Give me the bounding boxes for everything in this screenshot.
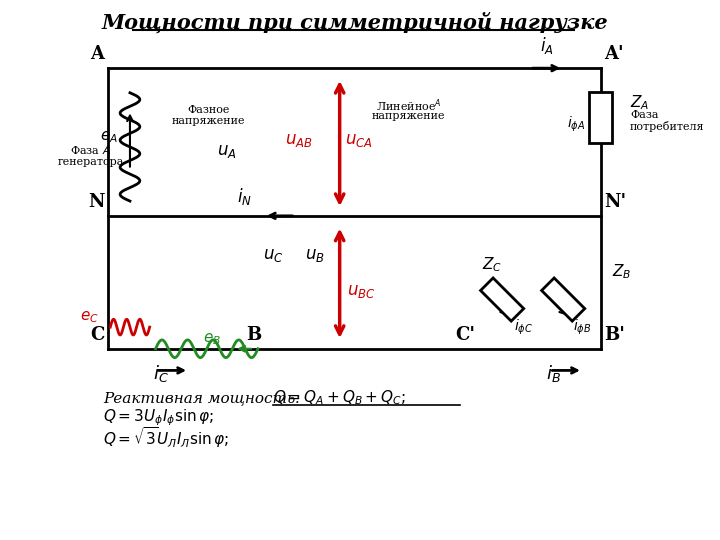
Text: $u_C$: $u_C$ bbox=[263, 247, 284, 264]
Text: напряжение: напряжение bbox=[172, 116, 246, 126]
Text: $i_{\phi C}$: $i_{\phi C}$ bbox=[514, 318, 533, 337]
Text: N: N bbox=[88, 193, 104, 211]
Text: $u_{BC}$: $u_{BC}$ bbox=[346, 283, 375, 300]
Text: $i_A$: $i_A$ bbox=[539, 35, 554, 56]
Text: B': B' bbox=[605, 326, 626, 344]
Text: генератора: генератора bbox=[58, 157, 124, 167]
Text: $Z_A$: $Z_A$ bbox=[630, 93, 649, 112]
Text: потребителя: потребителя bbox=[630, 121, 705, 132]
Text: C': C' bbox=[455, 326, 475, 344]
Text: $Q = \sqrt{3}U_Л I_Л \sin\varphi;$: $Q = \sqrt{3}U_Л I_Л \sin\varphi;$ bbox=[104, 425, 230, 450]
Bar bbox=[480, 278, 523, 321]
Text: $e_C$: $e_C$ bbox=[80, 309, 99, 325]
Text: $i_N$: $i_N$ bbox=[237, 186, 252, 207]
Text: C: C bbox=[90, 326, 104, 344]
Text: $i_C$: $i_C$ bbox=[153, 363, 168, 384]
Text: $Z_C$: $Z_C$ bbox=[482, 256, 503, 274]
Bar bbox=[589, 92, 613, 143]
Text: $e_A$: $e_A$ bbox=[100, 129, 118, 145]
Text: $u_{CA}$: $u_{CA}$ bbox=[345, 132, 372, 148]
Text: $Z_B$: $Z_B$ bbox=[613, 262, 632, 281]
Text: Фаза $A$: Фаза $A$ bbox=[70, 144, 111, 156]
Bar bbox=[541, 278, 585, 321]
Text: Мощности при симметричной нагрузке: Мощности при симметричной нагрузке bbox=[101, 11, 608, 32]
Text: A': A' bbox=[605, 45, 624, 63]
Text: напряжение: напряжение bbox=[372, 111, 446, 122]
Text: $u_A$: $u_A$ bbox=[217, 143, 236, 160]
Text: $u_{AB}$: $u_{AB}$ bbox=[285, 132, 313, 148]
Text: $i_B$: $i_B$ bbox=[546, 363, 562, 384]
Text: Линейное$^A$: Линейное$^A$ bbox=[376, 97, 441, 114]
Text: Фазное: Фазное bbox=[187, 105, 230, 116]
Text: $e_B$: $e_B$ bbox=[202, 331, 221, 347]
Text: $u_B$: $u_B$ bbox=[305, 247, 325, 264]
Text: $Q = Q_A + Q_B + Q_C;$: $Q = Q_A + Q_B + Q_C;$ bbox=[273, 389, 405, 407]
Text: $Q = 3U_\phi I_\phi \sin\varphi;$: $Q = 3U_\phi I_\phi \sin\varphi;$ bbox=[104, 407, 215, 428]
Text: B: B bbox=[246, 326, 261, 344]
Text: A: A bbox=[91, 45, 104, 63]
Text: $i_{\phi A}$: $i_{\phi A}$ bbox=[567, 114, 585, 134]
Text: N': N' bbox=[605, 193, 626, 211]
Text: Реактивная мощность:: Реактивная мощность: bbox=[104, 391, 301, 405]
Text: Фаза: Фаза bbox=[630, 110, 659, 120]
Text: $i_{\phi B}$: $i_{\phi B}$ bbox=[573, 318, 591, 337]
